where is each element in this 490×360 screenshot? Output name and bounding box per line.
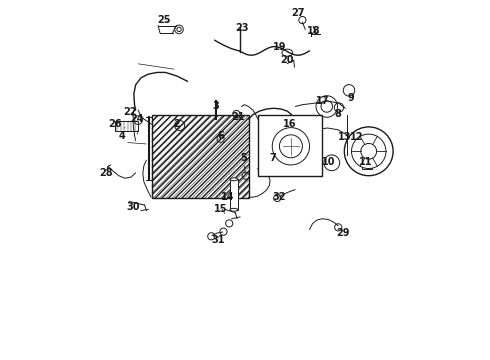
Text: 27: 27 (292, 8, 305, 18)
Text: 15: 15 (214, 204, 227, 215)
Ellipse shape (230, 178, 238, 181)
Bar (230, 179, 238, 210)
Text: 4: 4 (119, 131, 126, 141)
Text: 21: 21 (231, 112, 245, 122)
Text: 23: 23 (235, 23, 249, 33)
Text: 32: 32 (272, 192, 286, 202)
Text: 24: 24 (130, 114, 144, 124)
Text: 3: 3 (212, 102, 219, 112)
Text: 14: 14 (221, 192, 235, 202)
Text: 13: 13 (338, 132, 352, 142)
Text: 12: 12 (350, 132, 364, 142)
Text: 26: 26 (108, 120, 122, 129)
Text: 25: 25 (158, 15, 171, 26)
Text: 6: 6 (217, 131, 224, 141)
Text: 28: 28 (99, 168, 113, 178)
Text: 5: 5 (241, 153, 247, 163)
Text: 22: 22 (123, 107, 136, 117)
Bar (152, 116, 248, 198)
Bar (258, 116, 322, 176)
Circle shape (351, 134, 386, 168)
Text: 20: 20 (281, 55, 294, 65)
Text: 18: 18 (307, 26, 320, 36)
Text: 19: 19 (273, 42, 287, 52)
Text: 2: 2 (173, 120, 180, 129)
Bar (362, 155, 372, 168)
Text: 9: 9 (348, 93, 355, 103)
Text: 31: 31 (211, 235, 225, 245)
Text: 11: 11 (359, 157, 372, 167)
Circle shape (361, 143, 377, 159)
Bar (115, 121, 139, 131)
Text: 16: 16 (283, 120, 296, 129)
Text: 8: 8 (334, 109, 341, 119)
Ellipse shape (230, 208, 238, 211)
Circle shape (344, 127, 393, 176)
Circle shape (272, 128, 310, 165)
Text: 29: 29 (336, 228, 349, 238)
Circle shape (279, 135, 302, 158)
Text: 10: 10 (322, 157, 336, 167)
Text: 7: 7 (269, 153, 276, 163)
Text: 17: 17 (316, 96, 329, 106)
Text: 30: 30 (126, 202, 140, 212)
